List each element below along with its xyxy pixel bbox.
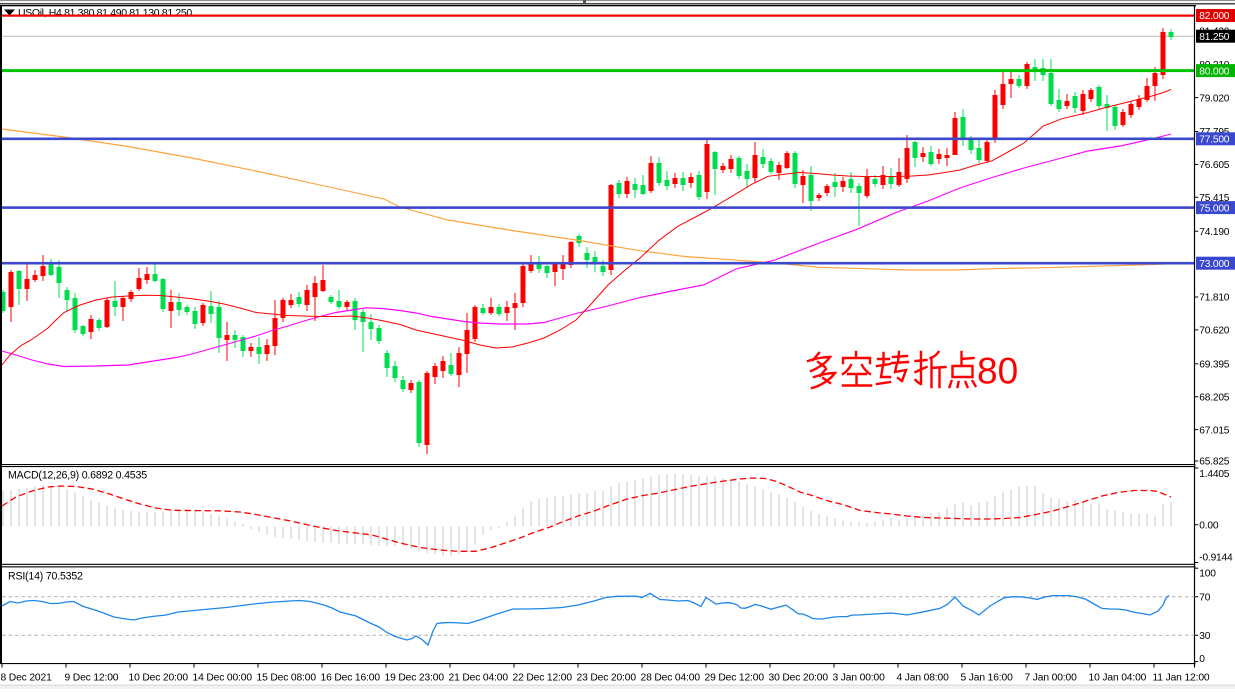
svg-text:75.000: 75.000 [1199,203,1229,214]
svg-text:5 Jan 16:00: 5 Jan 16:00 [961,672,1014,683]
svg-text:28 Dec 04:00: 28 Dec 04:00 [641,672,701,683]
svg-text:74.190: 74.190 [1199,227,1229,238]
svg-text:23 Dec 20:00: 23 Dec 20:00 [577,672,637,683]
svg-text:9 Dec 12:00: 9 Dec 12:00 [65,672,119,683]
svg-text:65.825: 65.825 [1199,457,1229,468]
svg-text:3 Jan 00:00: 3 Jan 00:00 [833,672,886,683]
svg-text:7 Jan 00:00: 7 Jan 00:00 [1025,672,1078,683]
svg-text:21 Dec 04:00: 21 Dec 04:00 [449,672,509,683]
svg-text:0.00: 0.00 [1199,520,1219,531]
svg-text:14 Dec 00:00: 14 Dec 00:00 [193,672,253,683]
svg-text:76.605: 76.605 [1199,160,1229,171]
svg-text:10 Dec 20:00: 10 Dec 20:00 [129,672,189,683]
svg-text:71.810: 71.810 [1199,293,1229,304]
svg-text:10 Jan 04:00: 10 Jan 04:00 [1089,672,1147,683]
svg-text:0: 0 [1199,654,1205,665]
svg-text:77.500: 77.500 [1199,135,1229,146]
svg-text:67.015: 67.015 [1199,425,1229,436]
svg-text:29 Dec 12:00: 29 Dec 12:00 [705,672,765,683]
svg-text:73.000: 73.000 [1199,259,1229,270]
svg-text:USOil, H4 81.380 81.490 81.13: USOil, H4 81.380 81.490 81.130 81.250 [18,7,192,19]
svg-text:70.620: 70.620 [1199,326,1229,337]
svg-text:70: 70 [1199,592,1210,603]
svg-text:-0.9144: -0.9144 [1199,553,1233,564]
svg-text:100: 100 [1199,568,1216,579]
svg-text:RSI(14) 70.5352: RSI(14) 70.5352 [8,571,83,583]
svg-text:1.4405: 1.4405 [1199,469,1229,480]
svg-text:30: 30 [1199,631,1210,642]
svg-text:79.020: 79.020 [1199,93,1229,104]
svg-text:22 Dec 12:00: 22 Dec 12:00 [513,672,573,683]
svg-text:80.000: 80.000 [1199,66,1229,77]
svg-text:11 Jan 12:00: 11 Jan 12:00 [1153,672,1210,683]
svg-text:16 Dec 16:00: 16 Dec 16:00 [321,672,381,683]
svg-text:MACD(12,26,9) 0.6892 0.4535: MACD(12,26,9) 0.6892 0.4535 [8,470,147,482]
svg-text:68.205: 68.205 [1199,392,1229,403]
svg-text:19 Dec 23:00: 19 Dec 23:00 [385,672,445,683]
svg-text:30 Dec 20:00: 30 Dec 20:00 [769,672,829,683]
svg-text:69.395: 69.395 [1199,360,1229,371]
svg-text:75.415: 75.415 [1199,193,1229,204]
svg-text:15 Dec 08:00: 15 Dec 08:00 [257,672,317,683]
svg-text:4 Jan 08:00: 4 Jan 08:00 [897,672,950,683]
svg-text:80: 80 [977,351,1018,392]
svg-text:81.250: 81.250 [1199,32,1229,43]
svg-text:82.000: 82.000 [1199,11,1229,22]
svg-text:8 Dec 2021: 8 Dec 2021 [1,672,53,683]
